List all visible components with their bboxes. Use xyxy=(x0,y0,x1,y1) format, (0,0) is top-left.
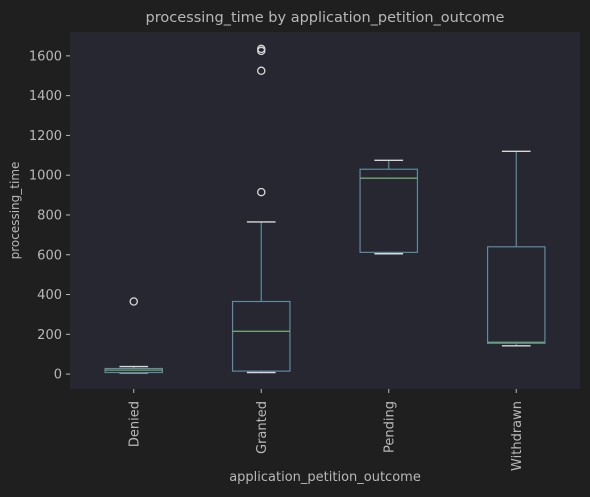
box-withdrawn xyxy=(486,150,546,347)
y-tick-label: 1000 xyxy=(29,169,62,184)
x-tick-label: Pending xyxy=(382,401,397,453)
outlier-point xyxy=(256,66,266,76)
box-granted xyxy=(231,44,291,374)
iqr-box xyxy=(486,246,546,344)
x-tick-label: Granted xyxy=(255,401,270,454)
y-tick-label: 0 xyxy=(54,368,62,383)
box-denied xyxy=(104,297,164,374)
outlier-point xyxy=(256,44,266,54)
y-tick-label: 800 xyxy=(37,208,62,223)
x-tick-label: Withdrawn xyxy=(510,401,525,471)
iqr-box xyxy=(359,168,419,253)
y-tick-label: 200 xyxy=(37,328,62,343)
chart-title: processing_time by application_petition_… xyxy=(146,10,505,26)
y-tick-label: 1400 xyxy=(29,89,62,104)
y-tick-label: 1200 xyxy=(29,129,62,144)
y-tick-label: 600 xyxy=(37,248,62,263)
box-series xyxy=(104,44,546,374)
iqr-box xyxy=(231,300,291,372)
x-tick-label: Denied xyxy=(127,401,142,447)
y-axis: 0 200 400 600 800 1000 1200 1400 1600 xyxy=(29,49,70,383)
plot-area xyxy=(70,32,580,389)
y-tick-label: 1600 xyxy=(29,49,62,64)
x-axis: Denied Granted Pending Withdrawn xyxy=(127,389,525,471)
y-axis-label: processing_time xyxy=(8,162,22,260)
x-axis-label: application_petition_outcome xyxy=(229,470,421,485)
box-pending xyxy=(359,159,419,255)
outlier-point xyxy=(256,187,266,197)
y-tick-label: 400 xyxy=(37,288,62,303)
outlier-point xyxy=(129,297,138,306)
